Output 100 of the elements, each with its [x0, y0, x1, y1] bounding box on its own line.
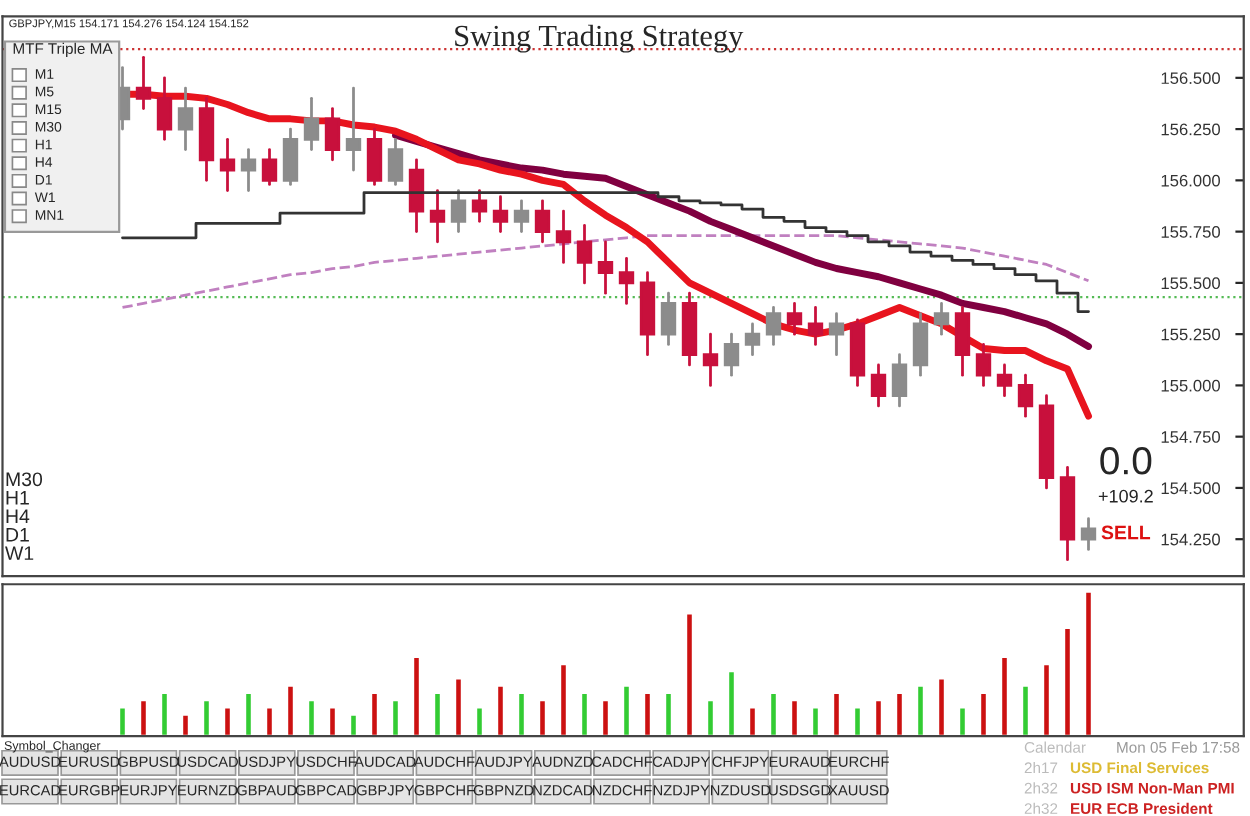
bar [558, 662, 569, 737]
candlestick [408, 158, 425, 234]
bar [810, 705, 821, 737]
bar [894, 691, 905, 737]
text: W1 [5, 546, 34, 560]
bar [348, 712, 359, 737]
bar [222, 705, 233, 737]
bar [327, 705, 338, 737]
bar [663, 691, 674, 737]
bar [957, 705, 968, 737]
candlestick [912, 312, 929, 377]
bar [432, 691, 443, 737]
annotation: +109.2 [1098, 489, 1153, 503]
candlestick [429, 189, 446, 244]
candlestick [933, 301, 950, 336]
bar [852, 705, 863, 737]
bar [705, 698, 716, 737]
bar [201, 698, 212, 737]
bar [789, 698, 800, 737]
candlestick [471, 189, 488, 223]
bar [117, 705, 128, 737]
candlestick [723, 332, 740, 377]
bar [747, 705, 758, 737]
candlestick [366, 127, 383, 186]
bar [138, 698, 149, 737]
candlestick [555, 209, 572, 264]
bar [537, 698, 548, 737]
candlestick [1080, 517, 1097, 551]
text: 0.0 [1100, 447, 1152, 475]
text: SELL [1101, 525, 1151, 540]
candlestick [891, 353, 908, 408]
candlestick [345, 86, 362, 172]
bar [831, 691, 842, 737]
candlestick [597, 240, 614, 295]
candlestick [828, 312, 845, 357]
bar [411, 655, 422, 737]
bar [390, 698, 401, 737]
bar [600, 698, 611, 737]
candlestick [975, 343, 992, 387]
candlestick [660, 291, 677, 346]
bar [873, 698, 884, 737]
chart-title: Swing Trading Strategy [455, 24, 744, 53]
candlestick [261, 148, 278, 186]
bar [936, 676, 947, 737]
bar [579, 691, 590, 737]
bar [159, 691, 170, 737]
bar [495, 684, 506, 737]
y-tick-label: 156.250 [1161, 123, 1221, 136]
line-series [392, 131, 1092, 350]
bar [768, 691, 779, 737]
y-tick-label: 156.500 [1161, 72, 1221, 85]
candlestick [156, 76, 173, 141]
bar [1062, 626, 1073, 737]
bar [285, 684, 296, 737]
bar [1020, 684, 1031, 737]
candlestick [450, 189, 467, 234]
candlestick [219, 137, 236, 192]
candlestick [387, 137, 404, 186]
candlestick [954, 306, 971, 377]
bar [369, 691, 380, 737]
candlestick [807, 306, 824, 346]
bar [999, 655, 1010, 737]
candlestick [534, 199, 551, 244]
y-tick-label: 154.250 [1161, 533, 1221, 546]
bar [453, 676, 464, 737]
y-tick-label: 155.250 [1161, 328, 1221, 341]
bar [306, 698, 317, 737]
text: D1 [6, 528, 29, 542]
candlestick [576, 224, 593, 285]
bar [180, 712, 191, 737]
bar [1041, 662, 1052, 737]
candlestick [282, 127, 299, 186]
y-tick-label: 155.500 [1161, 277, 1221, 290]
y-tick-label: 156.000 [1161, 174, 1221, 187]
bar [1083, 590, 1094, 737]
bar [978, 691, 989, 737]
candlestick [303, 96, 320, 151]
candlestick [870, 363, 887, 408]
candlestick [786, 301, 803, 336]
bar [243, 691, 254, 737]
y-tick-label: 155.750 [1161, 226, 1221, 238]
candlestick [324, 107, 341, 162]
y-tick-label: 154.750 [1161, 431, 1221, 443]
text: H4 [6, 509, 30, 523]
text: H1 [6, 491, 29, 505]
bar [516, 691, 527, 737]
candlestick [702, 332, 719, 387]
bar [915, 684, 926, 737]
bar [684, 611, 695, 737]
text: M30 [6, 472, 43, 487]
candlestick [177, 86, 194, 151]
bar [642, 691, 653, 737]
candlestick [1017, 373, 1034, 418]
bar [264, 705, 275, 737]
y-tick-label: 154.500 [1161, 482, 1221, 495]
y-tick-label: 155.000 [1161, 379, 1221, 392]
candlestick [996, 363, 1013, 398]
candlestick [765, 306, 782, 346]
bar [621, 684, 632, 737]
bar [726, 669, 737, 737]
